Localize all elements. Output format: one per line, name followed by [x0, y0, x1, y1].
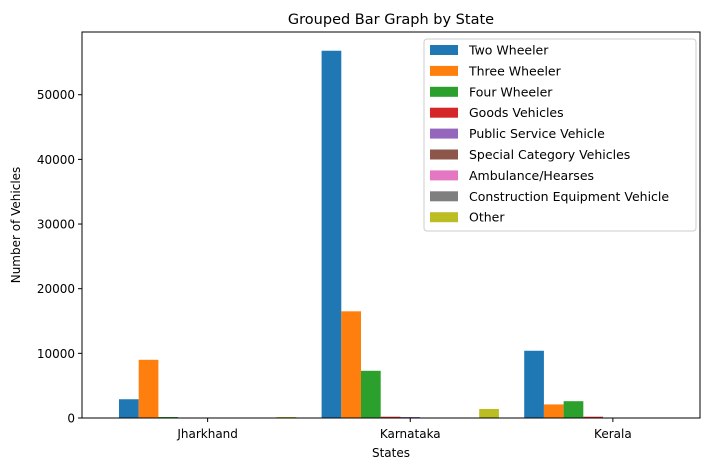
legend-label: Two Wheeler	[468, 43, 549, 58]
legend-label: Goods Vehicles	[469, 105, 564, 120]
chart-title: Grouped Bar Graph by State	[288, 12, 494, 28]
legend: Two Wheeler Three Wheeler Four Wheeler Good…	[423, 38, 697, 232]
bar-karnataka-three-wheeler	[341, 311, 361, 418]
x-tick-label: Karnataka	[380, 427, 441, 441]
legend-label: Four Wheeler	[469, 84, 553, 99]
x-axis-title: States	[372, 446, 410, 460]
bar-karnataka-four-wheeler	[361, 370, 381, 418]
legend-swatch	[430, 191, 458, 202]
bar-karnataka-two-wheeler	[321, 50, 342, 418]
y-axis-title: Number of Vehicles	[9, 167, 23, 284]
legend-box	[423, 38, 697, 232]
axes-layer: 0 10000 20000 30000 40000 50000 Jharkhand Karna…	[37, 31, 701, 441]
legend-swatch	[430, 149, 458, 160]
y-tick-label: 40000	[37, 153, 75, 167]
x-tick-label: Kerala	[594, 427, 632, 441]
legend-label: Three Wheeler	[468, 63, 562, 78]
legend-swatch	[430, 107, 458, 118]
bar-jharkhand-two-wheeler	[118, 399, 139, 418]
bar-kerala-three-wheeler	[543, 404, 564, 418]
legend-swatch	[430, 86, 458, 97]
plot-frame	[81, 31, 701, 419]
y-tick-label: 20000	[37, 282, 75, 296]
legend-label: Construction Equipment Vehicle	[469, 189, 669, 204]
y-tick-label: 10000	[37, 347, 75, 361]
legend-label: Other	[469, 210, 505, 225]
bars-layer	[118, 50, 702, 418]
legend-swatch	[430, 45, 458, 55]
bar-kerala-two-wheeler	[524, 350, 544, 418]
y-tick-label: 0	[67, 412, 75, 426]
legend-swatch	[430, 65, 458, 76]
x-tick-label: Jharkhand	[176, 427, 238, 441]
legend-swatch	[430, 128, 458, 139]
bar-karnataka-goods-vehicles	[380, 416, 401, 418]
bar-kerala-goods-vehicles	[583, 416, 604, 418]
bar-kerala-four-wheeler	[563, 401, 584, 418]
bar-jharkhand-three-wheeler	[138, 359, 159, 418]
legend-swatch	[430, 170, 458, 181]
legend-label: Special Category Vehicles	[469, 147, 630, 162]
bar-karnataka-other	[479, 408, 499, 418]
legend-label: Ambulance/Hearses	[469, 168, 594, 183]
y-tick-label: 30000	[37, 218, 75, 232]
legend-swatch	[430, 212, 458, 223]
legend-label: Public Service Vehicle	[469, 126, 605, 141]
y-tick-label: 50000	[37, 88, 75, 102]
